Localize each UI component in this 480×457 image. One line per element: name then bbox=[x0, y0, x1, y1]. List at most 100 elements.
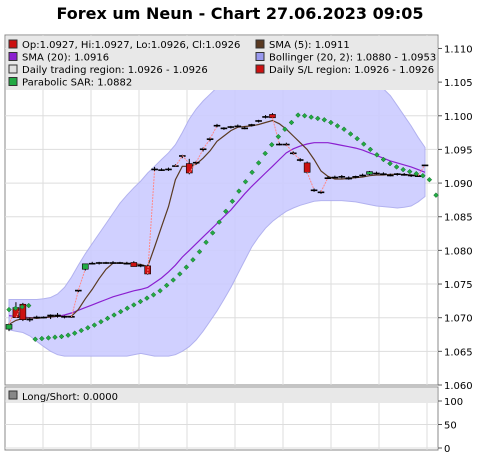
gap-line bbox=[306, 172, 315, 190]
subchart-legend-swatch bbox=[8, 390, 18, 400]
gap-line bbox=[292, 153, 301, 160]
gap-line bbox=[147, 169, 156, 274]
gap-line bbox=[202, 139, 211, 150]
gap-line bbox=[70, 290, 79, 318]
sar-point bbox=[137, 298, 144, 305]
candle-body bbox=[296, 159, 304, 161]
sar-point bbox=[321, 117, 328, 123]
sar-point bbox=[380, 156, 387, 163]
y-tick-label: 1.080 bbox=[444, 246, 473, 257]
sar-point bbox=[131, 302, 137, 308]
gap-line bbox=[77, 269, 86, 291]
chart-title: Forex um Neun - Chart 27.06.2023 09:05 bbox=[56, 4, 424, 23]
subchart-legend-box bbox=[6, 388, 437, 403]
y-tick-label: 1.065 bbox=[444, 347, 473, 358]
legend-swatch bbox=[255, 64, 265, 74]
sar-point bbox=[25, 302, 32, 309]
candle-body bbox=[116, 262, 124, 264]
sar-point bbox=[32, 336, 39, 342]
sar-point bbox=[190, 257, 196, 263]
gap-line bbox=[271, 117, 280, 145]
gap-line bbox=[285, 144, 294, 154]
subchart-tick-label: 0 bbox=[444, 444, 450, 455]
candle-body bbox=[227, 126, 235, 128]
candle-body bbox=[421, 164, 429, 167]
candle-body bbox=[185, 163, 193, 174]
candle-body bbox=[220, 127, 228, 130]
y-tick-label: 1.075 bbox=[444, 280, 473, 291]
sar-point bbox=[104, 315, 111, 322]
sar-point bbox=[347, 131, 354, 137]
sar-point bbox=[157, 288, 163, 294]
candle-body bbox=[95, 262, 103, 264]
candle-body bbox=[151, 168, 158, 171]
candle-body bbox=[310, 189, 318, 192]
sar-point bbox=[98, 318, 104, 325]
y-tick-label: 1.070 bbox=[444, 314, 473, 325]
sar-point bbox=[400, 166, 406, 173]
sar-point bbox=[406, 168, 413, 175]
legend-label: Parabolic SAR: 1.0882 bbox=[22, 78, 132, 89]
candle-body bbox=[81, 263, 89, 270]
sar-point bbox=[39, 335, 45, 342]
candle-body bbox=[165, 168, 172, 171]
sar-point bbox=[52, 334, 58, 340]
sar-point bbox=[203, 239, 209, 246]
candle-body bbox=[393, 173, 401, 175]
candle-body bbox=[269, 114, 276, 119]
candle-body bbox=[102, 262, 110, 264]
sar-point bbox=[58, 333, 65, 340]
legend: Op:1.0927, Hi:1.0927, Lo:1.0926, Cl:1.09… bbox=[8, 39, 436, 89]
candle-body bbox=[88, 262, 96, 265]
candle-body bbox=[352, 176, 359, 178]
sar-point bbox=[229, 198, 236, 205]
price-axis-ticks: 1.060 1.065 1.070 1.075 1.080 1.085 1.090 1.095… bbox=[438, 44, 473, 392]
sar-point bbox=[308, 114, 314, 120]
legend-swatch bbox=[8, 64, 18, 74]
legend-label: Bollinger (20, 2): 1.0880 - 1.0953 bbox=[269, 53, 436, 64]
y-tick-label: 1.105 bbox=[444, 78, 473, 89]
sar-point bbox=[6, 306, 12, 313]
subchart-legend-label: Long/Short: 0.0000 bbox=[22, 392, 118, 403]
candle-body bbox=[387, 174, 394, 177]
y-tick-label: 1.085 bbox=[444, 213, 473, 224]
gap-line bbox=[209, 125, 218, 139]
sar-point bbox=[433, 192, 439, 198]
sar-point bbox=[360, 141, 367, 147]
candle-body bbox=[54, 314, 61, 317]
sar-point bbox=[328, 119, 334, 126]
gap-line bbox=[188, 161, 197, 174]
sar-point bbox=[288, 119, 295, 126]
parabolic-sar bbox=[6, 112, 439, 342]
candle-body bbox=[130, 262, 138, 267]
sar-point bbox=[236, 188, 242, 194]
sar-point bbox=[413, 170, 420, 177]
sar-point bbox=[177, 271, 183, 277]
sar-point bbox=[275, 133, 282, 140]
sar-point bbox=[255, 160, 262, 166]
candle-body bbox=[47, 314, 54, 317]
sar-point bbox=[223, 208, 229, 215]
legend-label: Op:1.0927, Hi:1.0927, Lo:1.0926, Cl:1.09… bbox=[22, 40, 240, 51]
candle-body bbox=[400, 174, 408, 176]
sar-point bbox=[334, 123, 341, 129]
candle-body bbox=[192, 161, 200, 164]
candle-body bbox=[26, 318, 34, 321]
sar-point bbox=[420, 172, 426, 179]
candle-body bbox=[206, 138, 214, 140]
sar-point bbox=[71, 330, 78, 336]
candle-body bbox=[109, 262, 117, 264]
legend-swatch bbox=[255, 39, 265, 49]
y-tick-label: 1.100 bbox=[444, 112, 473, 123]
candle-body bbox=[366, 171, 373, 175]
sar-point bbox=[91, 322, 98, 328]
candle-body bbox=[317, 191, 325, 194]
legend-label: SMA (20): 1.0916 bbox=[22, 53, 109, 64]
sar-point bbox=[249, 169, 255, 176]
sar-point bbox=[150, 292, 157, 298]
sar-point bbox=[144, 295, 150, 301]
candle-body bbox=[199, 148, 207, 151]
sar-point bbox=[163, 282, 170, 289]
candle-body bbox=[407, 174, 415, 177]
